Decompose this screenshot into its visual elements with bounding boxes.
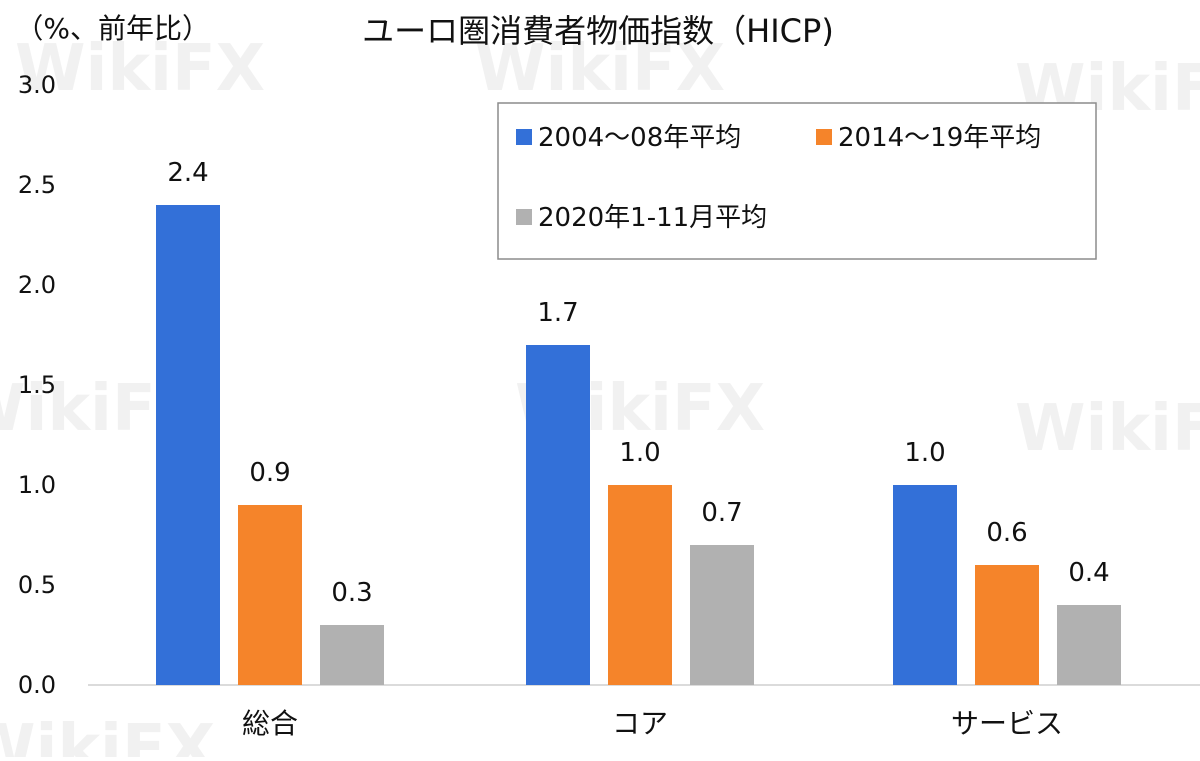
bar-series3-3 [1057, 605, 1121, 685]
legend-swatch [816, 129, 832, 145]
watermark: WikiFX [475, 32, 725, 106]
watermark: WikiFX [0, 712, 215, 757]
x-tick-label: 総合 [242, 707, 298, 740]
watermark: WikiFX [1015, 392, 1200, 466]
x-tick-label: コア [612, 707, 668, 740]
bar-series3-1 [320, 625, 384, 685]
y-axis: 0.0 0.5 1.0 1.5 2.0 2.5 3.0 [18, 71, 56, 699]
y-axis-unit-label: （%、前年比） [15, 12, 210, 45]
bar-series2-3 [975, 565, 1039, 685]
chart-title: ユーロ圏消費者物価指数（HICP) [362, 12, 834, 50]
data-label: 0.3 [331, 578, 372, 608]
y-tick-label: 1.5 [18, 371, 56, 399]
bar-series2-1 [238, 505, 302, 685]
legend-label: 2014～19年平均 [838, 123, 1041, 153]
x-axis: 総合 コア サービス [242, 707, 1063, 740]
data-label: 1.0 [619, 438, 660, 468]
data-label: 0.6 [986, 518, 1027, 548]
value-labels-group: 2.4 1.7 1.0 0.9 1.0 0.6 0.3 0.7 0.4 [167, 158, 1109, 608]
legend-box [497, 102, 1097, 260]
legend-label: 2020年1-11月平均 [538, 203, 767, 233]
bar-series1-2 [526, 345, 590, 685]
y-tick-label: 1.0 [18, 471, 56, 499]
bars-group [156, 205, 1121, 685]
legend: 2004～08年平均 2014～19年平均 2020年1-11月平均 [497, 102, 1097, 260]
bar-series1-3 [893, 485, 957, 685]
data-label: 0.7 [701, 498, 742, 528]
y-tick-label: 2.5 [18, 171, 56, 199]
data-label: 0.9 [249, 458, 290, 488]
y-tick-label: 2.0 [18, 271, 56, 299]
data-label: 2.4 [167, 158, 208, 188]
data-label: 1.0 [904, 438, 945, 468]
watermark: WikiFX [15, 32, 265, 106]
data-label: 0.4 [1068, 558, 1109, 588]
legend-swatch [516, 209, 532, 225]
x-tick-label: サービス [951, 707, 1063, 740]
legend-swatch [516, 129, 532, 145]
y-tick-label: 0.0 [18, 671, 56, 699]
bar-series2-2 [608, 485, 672, 685]
y-tick-label: 3.0 [18, 71, 56, 99]
bar-series3-2 [690, 545, 754, 685]
bar-series1-1 [156, 205, 220, 685]
y-tick-label: 0.5 [18, 571, 56, 599]
legend-label: 2004～08年平均 [538, 123, 741, 153]
data-label: 1.7 [537, 298, 578, 328]
